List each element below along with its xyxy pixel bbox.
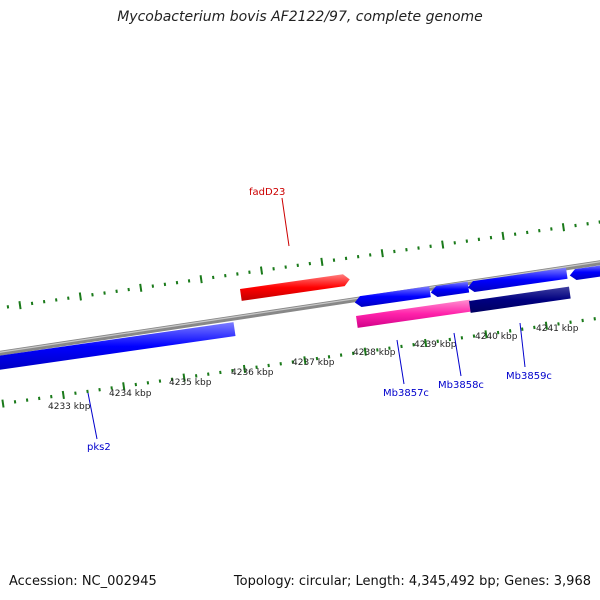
tick-label: 4241 kbp [536, 324, 579, 334]
gene-blue-arrow-3[interactable] [467, 267, 568, 293]
label-Mb3857c-leader [396, 339, 405, 385]
major-tick [1, 399, 5, 408]
major-tick [122, 382, 126, 391]
major-tick [18, 301, 22, 310]
label-Mb3858c[interactable]: Mb3858c [438, 380, 484, 391]
label-fadD23-leader [281, 197, 290, 247]
label-Mb3859c[interactable]: Mb3859c [506, 371, 552, 382]
tick-label: 4233 kbp [48, 402, 91, 412]
label-Mb3858c-leader [453, 332, 462, 377]
tick-label: 4237 kbp [292, 358, 335, 368]
major-tick [424, 338, 428, 348]
genome-summary-text: Topology: circular; Length: 4,345,492 bp… [233, 574, 591, 589]
genome-backbone-highlight [0, 261, 600, 353]
major-tick [544, 321, 548, 330]
major-tick [363, 347, 367, 356]
label-pks2-leader [87, 392, 98, 440]
gene-Mb3857c[interactable] [356, 299, 472, 328]
major-tick [182, 373, 186, 382]
gene-blue-arrow-2[interactable] [430, 281, 470, 298]
gene-blue-arrow-1[interactable] [354, 286, 431, 308]
tick-label: 4240 kbp [475, 332, 518, 342]
label-Mb3857c[interactable]: Mb3857c [383, 388, 429, 399]
major-tick [561, 223, 565, 232]
outer-tick-ring [6, 220, 600, 310]
major-tick [61, 390, 65, 400]
label-Mb3859c-leader [519, 322, 526, 368]
gene-Mb3859c[interactable] [469, 286, 571, 313]
major-tick [320, 257, 324, 266]
major-tick [501, 231, 505, 240]
tick-label: 4235 kbp [169, 378, 212, 388]
major-tick [303, 356, 307, 365]
tick-label: 4239 kbp [414, 340, 457, 350]
major-tick [380, 249, 384, 258]
tick-label: 4236 kbp [231, 368, 274, 378]
gene-fadD23[interactable] [240, 274, 350, 301]
label-pks2[interactable]: pks2 [87, 442, 111, 453]
label-fadD23[interactable]: fadD23 [249, 187, 285, 198]
accession-text: Accession: NC_002945 [9, 574, 157, 589]
map-title: Mycobacterium bovis AF2122/97, complete … [117, 9, 483, 25]
major-tick [199, 275, 203, 284]
major-tick [441, 240, 445, 249]
major-tick [259, 266, 264, 275]
major-tick [484, 330, 488, 339]
gene-blue-arrow-4[interactable] [569, 264, 600, 281]
tick-label: 4238 kbp [353, 348, 396, 358]
gene-pks2[interactable] [0, 322, 236, 371]
major-tick [78, 292, 82, 301]
major-tick [139, 283, 143, 292]
inner-tick-ring [1, 317, 596, 408]
tick-label: 4234 kbp [109, 389, 152, 399]
major-tick [242, 364, 247, 374]
